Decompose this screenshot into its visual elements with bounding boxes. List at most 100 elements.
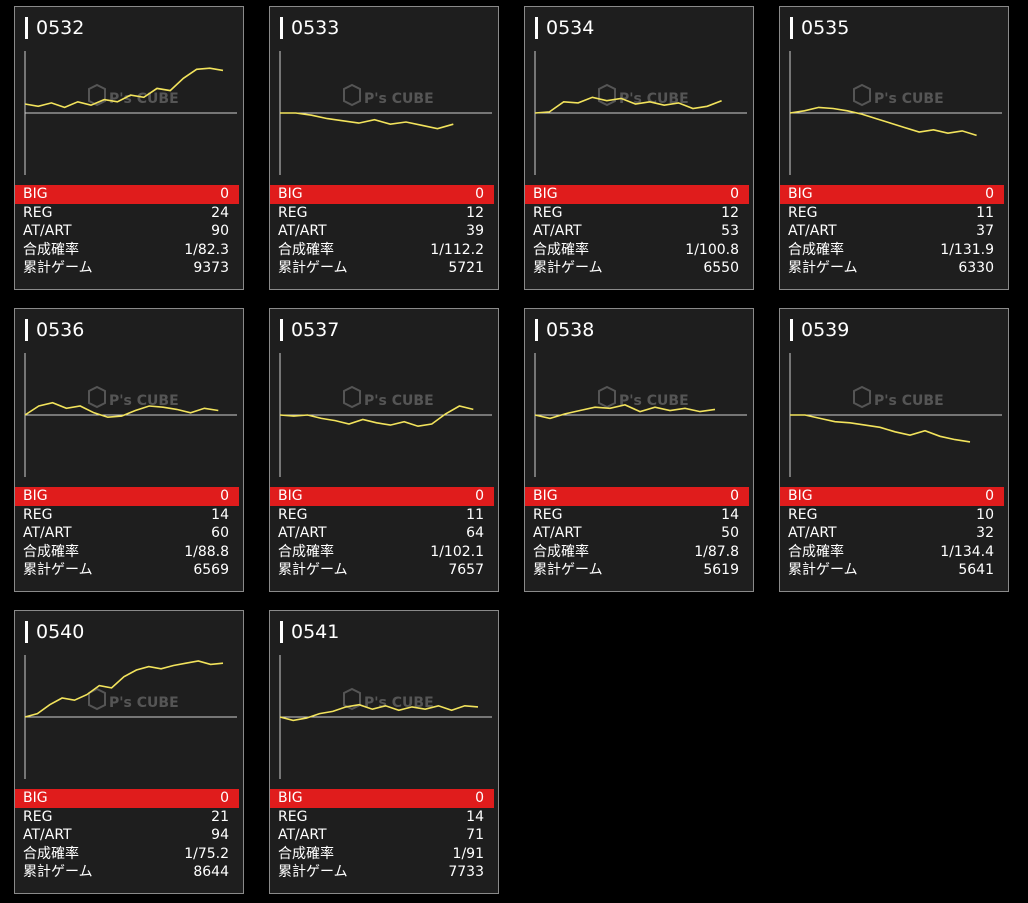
big-label: BIG: [788, 186, 813, 202]
games-label: 累計ゲーム: [533, 562, 603, 579]
reg-row: REG 14: [270, 808, 498, 827]
slump-graph: P's CUBE: [788, 349, 1006, 479]
big-label: BIG: [23, 186, 48, 202]
big-label: BIG: [533, 488, 558, 504]
slump-graph: P's CUBE: [23, 651, 241, 781]
at-value: 32: [976, 525, 994, 542]
at-row: AT/ART 64: [270, 524, 498, 543]
machine-card-0532[interactable]: 0532 P's CUBE BIG 0 REG 24 AT/ART 90 合成確…: [14, 6, 244, 290]
machine-number: 0533: [280, 17, 339, 39]
rate-row: 合成確率 1/91: [270, 845, 498, 864]
games-value: 7733: [448, 864, 484, 881]
games-row: 累計ゲーム 7733: [270, 863, 498, 882]
reg-row: REG 12: [270, 204, 498, 223]
games-label: 累計ゲーム: [23, 562, 93, 579]
stats-table: BIG 0 REG 11 AT/ART 37 合成確率 1/131.9 累計ゲー…: [780, 185, 1008, 278]
big-row: BIG 0: [15, 789, 239, 808]
big-label: BIG: [788, 488, 813, 504]
reg-label: REG: [278, 204, 308, 221]
games-label: 累計ゲーム: [533, 260, 603, 277]
reg-label: REG: [278, 808, 308, 825]
games-value: 5641: [958, 562, 994, 579]
rate-row: 合成確率 1/87.8: [525, 543, 753, 562]
games-row: 累計ゲーム 6569: [15, 561, 243, 580]
rate-value: 1/87.8: [694, 543, 739, 560]
graph-svg: P's CUBE: [789, 51, 1002, 175]
at-row: AT/ART 37: [780, 222, 1008, 241]
slump-line: [534, 404, 716, 420]
graph-svg: P's CUBE: [279, 353, 492, 477]
machine-number: 0539: [790, 319, 849, 341]
watermark-logo: P's CUBE: [343, 83, 434, 107]
rate-label: 合成確率: [278, 845, 334, 862]
graph-svg: P's CUBE: [24, 655, 237, 779]
reg-row: REG 11: [270, 506, 498, 525]
machine-number: 0537: [280, 319, 339, 341]
reg-label: REG: [788, 506, 818, 523]
rate-value: 1/112.2: [430, 241, 484, 258]
rate-row: 合成確率 1/82.3: [15, 241, 243, 260]
reg-value: 11: [976, 204, 994, 221]
stats-table: BIG 0 REG 14 AT/ART 50 合成確率 1/87.8 累計ゲーム…: [525, 487, 753, 580]
big-row: BIG 0: [15, 487, 239, 506]
big-row: BIG 0: [270, 185, 494, 204]
big-row: BIG 0: [270, 789, 494, 808]
at-value: 64: [466, 525, 484, 542]
machine-card-0537[interactable]: 0537 P's CUBE BIG 0 REG 11 AT/ART 64 合成確…: [269, 308, 499, 592]
rate-label: 合成確率: [23, 845, 79, 862]
machine-number: 0532: [25, 17, 84, 39]
machine-card-0536[interactable]: 0536 P's CUBE BIG 0 REG 14 AT/ART 60 合成確…: [14, 308, 244, 592]
reg-row: REG 10: [780, 506, 1008, 525]
games-row: 累計ゲーム 9373: [15, 259, 243, 278]
reg-row: REG 14: [15, 506, 243, 525]
watermark-logo: P's CUBE: [853, 385, 944, 409]
stats-table: BIG 0 REG 12 AT/ART 39 合成確率 1/112.2 累計ゲー…: [270, 185, 498, 278]
machine-card-0540[interactable]: 0540 P's CUBE BIG 0 REG 21 AT/ART 94 合成確…: [14, 610, 244, 894]
reg-value: 14: [721, 506, 739, 523]
rate-row: 合成確率 1/131.9: [780, 241, 1008, 260]
rate-value: 1/100.8: [685, 241, 739, 258]
svg-text:P's CUBE: P's CUBE: [619, 393, 689, 409]
big-label: BIG: [533, 186, 558, 202]
games-row: 累計ゲーム 6550: [525, 259, 753, 278]
at-value: 53: [721, 223, 739, 240]
machine-card-0534[interactable]: 0534 P's CUBE BIG 0 REG 12 AT/ART 53 合成確…: [524, 6, 754, 290]
rate-value: 1/102.1: [430, 543, 484, 560]
reg-value: 10: [976, 506, 994, 523]
games-label: 累計ゲーム: [788, 260, 858, 277]
slump-line: [279, 703, 479, 722]
graph-svg: P's CUBE: [534, 51, 747, 175]
machine-card-0541[interactable]: 0541 P's CUBE BIG 0 REG 14 AT/ART 71 合成確…: [269, 610, 499, 894]
stats-table: BIG 0 REG 14 AT/ART 71 合成確率 1/91 累計ゲーム 7…: [270, 789, 498, 882]
rate-label: 合成確率: [533, 241, 589, 258]
rate-row: 合成確率 1/75.2: [15, 845, 243, 864]
machine-card-0538[interactable]: 0538 P's CUBE BIG 0 REG 14 AT/ART 50 合成確…: [524, 308, 754, 592]
graph-svg: P's CUBE: [24, 51, 237, 175]
reg-row: REG 11: [780, 204, 1008, 223]
rate-row: 合成確率 1/88.8: [15, 543, 243, 562]
reg-value: 14: [211, 506, 229, 523]
machine-card-0539[interactable]: 0539 P's CUBE BIG 0 REG 10 AT/ART 32 合成確…: [779, 308, 1009, 592]
big-label: BIG: [23, 790, 48, 806]
at-label: AT/ART: [23, 827, 72, 844]
big-row: BIG 0: [270, 487, 494, 506]
rate-row: 合成確率 1/102.1: [270, 543, 498, 562]
big-label: BIG: [278, 790, 303, 806]
games-value: 6569: [193, 562, 229, 579]
svg-text:P's CUBE: P's CUBE: [874, 91, 944, 107]
at-value: 60: [211, 525, 229, 542]
reg-label: REG: [23, 808, 53, 825]
slump-line: [24, 401, 219, 419]
reg-label: REG: [278, 506, 308, 523]
big-label: BIG: [23, 488, 48, 504]
machine-card-0535[interactable]: 0535 P's CUBE BIG 0 REG 11 AT/ART 37 合成確…: [779, 6, 1009, 290]
rate-value: 1/88.8: [184, 543, 229, 560]
at-row: AT/ART 50: [525, 524, 753, 543]
rate-value: 1/75.2: [184, 845, 229, 862]
machine-number: 0536: [25, 319, 84, 341]
at-label: AT/ART: [788, 223, 837, 240]
big-label: BIG: [278, 488, 303, 504]
svg-text:P's CUBE: P's CUBE: [619, 91, 689, 107]
watermark-logo: P's CUBE: [88, 83, 179, 107]
machine-card-0533[interactable]: 0533 P's CUBE BIG 0 REG 12 AT/ART 39 合成確…: [269, 6, 499, 290]
